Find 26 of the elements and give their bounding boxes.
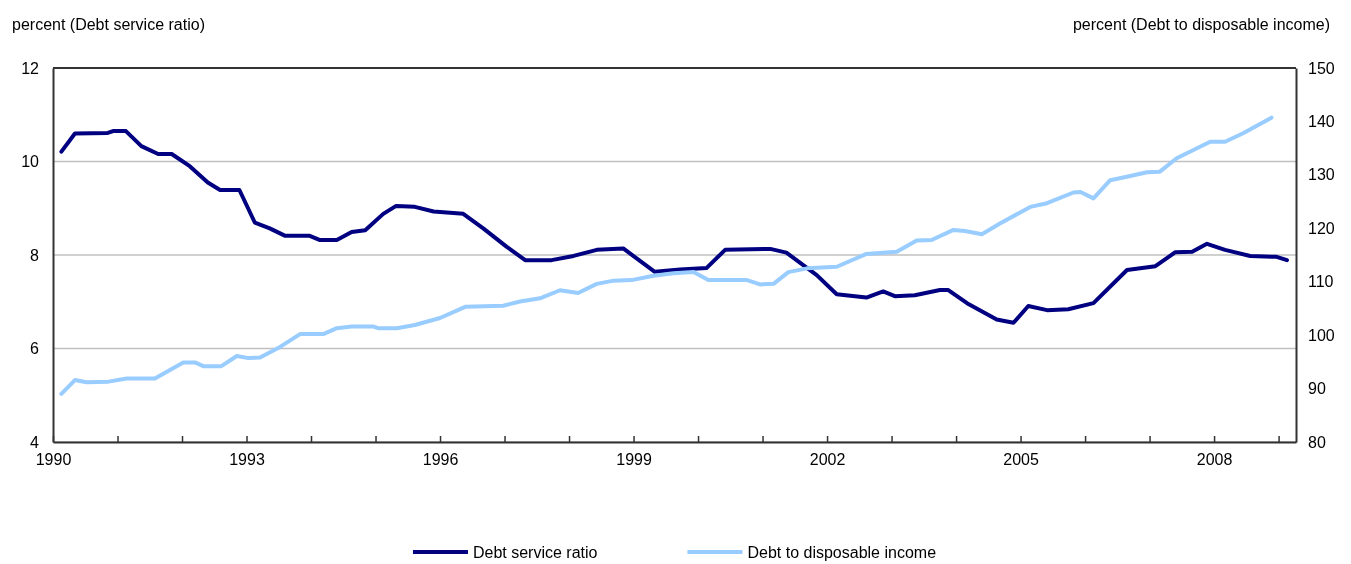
- x-tick-label: 2002: [809, 451, 846, 469]
- legend-label: Debt to disposable income: [747, 544, 937, 561]
- y2-tick-label: 110: [1308, 273, 1334, 291]
- line-series: [59, 129, 1289, 325]
- y2-tick-label: 120: [1308, 219, 1335, 237]
- y-tick-label: 6: [30, 340, 40, 358]
- y-tick-label: 10: [21, 153, 40, 171]
- y-tick-label: 8: [30, 246, 40, 264]
- y2-tick-label: 130: [1308, 166, 1335, 184]
- x-tick-label: 2005: [1003, 451, 1039, 469]
- line-series: [59, 115, 1274, 396]
- y2-tick-label: 150: [1308, 59, 1335, 77]
- y2-tick-label: 90: [1308, 380, 1326, 398]
- y2-tick-label: 140: [1308, 113, 1335, 131]
- y-axis-title: percent (Debt service ratio): [12, 16, 205, 33]
- x-tick-label: 1990: [35, 451, 72, 469]
- x-tick-label: 1996: [422, 451, 459, 469]
- y2-tick-label: 80: [1308, 433, 1326, 451]
- y2-tick-label: 100: [1308, 326, 1335, 344]
- y2-axis-title: percent (Debt to disposable income): [1072, 16, 1330, 33]
- x-tick-label: 2008: [1196, 451, 1233, 469]
- x-tick-label: 1999: [616, 451, 652, 469]
- x-tick-label: 1993: [229, 451, 265, 469]
- y-tick-label: 4: [30, 433, 40, 451]
- y-tick-label: 12: [21, 59, 40, 77]
- legend-label: Debt service ratio: [472, 544, 598, 561]
